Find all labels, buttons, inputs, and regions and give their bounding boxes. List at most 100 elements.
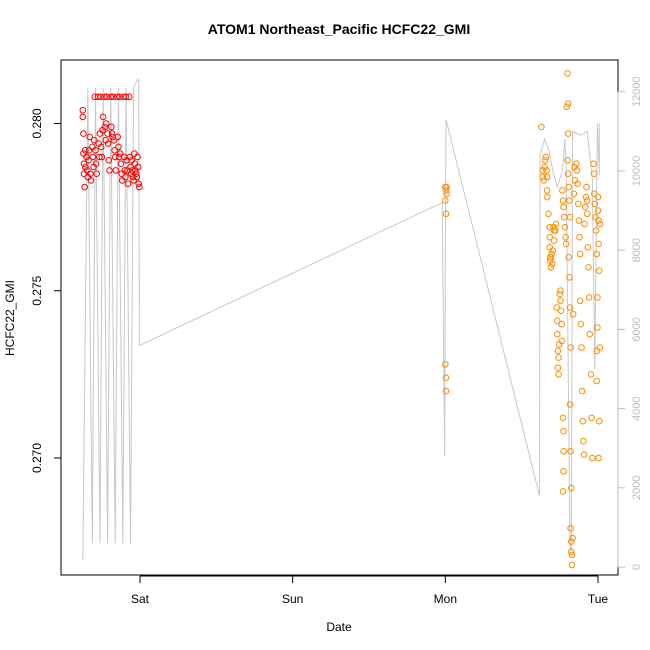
data-point [564,100,572,107]
data-point [585,264,592,271]
data-point [579,417,587,425]
data-point [136,183,143,191]
altitude-line [82,79,600,560]
data-point [105,157,113,164]
data-point [560,448,567,455]
data-point [558,337,566,345]
data-point [543,173,551,181]
data-point [560,468,567,475]
data-point [87,170,94,177]
data-point [573,160,580,167]
data-point [101,93,108,101]
data-point [587,371,595,378]
data-point [552,220,560,228]
data-point [83,153,90,161]
y2-tick-label: 6000 [631,317,643,341]
y-tick-label: 0.270 [30,443,44,473]
data-point [555,354,562,361]
data-point [104,130,111,137]
data-point [559,414,567,422]
data-point [566,401,574,408]
data-point [542,153,550,161]
data-point [557,297,564,305]
data-point [96,153,103,161]
data-point [546,233,554,241]
data-point [595,240,602,248]
data-point [104,140,112,147]
data-point [115,143,122,151]
data-point [576,233,583,241]
data-point [566,304,574,311]
data-point [559,187,566,194]
data-point [86,133,93,141]
data-point [582,203,589,211]
data-point [89,153,97,161]
data-point [93,170,100,177]
data-point [580,437,587,445]
data-point [82,163,89,171]
data-point [568,484,575,492]
data-point [563,103,571,111]
data-point [80,160,88,167]
data-point [89,143,96,151]
data-point [548,250,555,258]
y-tick-label: 0.275 [30,275,44,305]
data-point [92,147,99,154]
data-point [110,93,117,101]
data-point [134,153,141,161]
data-point [576,250,584,258]
data-point [539,167,547,174]
data-point [554,317,561,325]
data-point [549,247,557,254]
series-group [79,70,604,569]
data-point [442,210,450,218]
data-point [566,213,574,221]
data-point [594,294,601,301]
data-point [127,170,135,177]
data-point [561,223,569,231]
data-point [554,347,562,355]
data-point [106,167,113,174]
data-point [554,364,562,372]
data-point [442,374,450,382]
data-point [443,190,450,198]
data-point [81,183,88,191]
data-point [575,217,583,224]
data-point [117,160,125,167]
data-point [126,153,134,161]
data-point [134,163,142,171]
data-point [552,227,559,234]
data-point [567,524,574,532]
data-point [99,113,107,121]
data-point [79,106,87,114]
data-point [594,324,601,331]
data-point [132,170,140,177]
y2-tick-label: 0 [631,564,643,570]
data-point [586,330,594,338]
data-point [545,210,552,218]
data-point [125,93,133,101]
data-point [121,167,128,174]
data-point [541,163,548,171]
data-point [103,120,110,127]
data-point [576,297,584,305]
plot-frame [60,59,619,576]
data-point [135,180,142,187]
y2-tick-label: 2000 [631,476,643,500]
chart-title: ATOM1 Northeast_Pacific HCFC22_GMI [208,21,470,37]
data-point [546,223,554,231]
data-point [580,451,588,458]
data-point [98,153,106,161]
data-point [583,197,591,204]
data-point [92,160,100,167]
data-point [111,147,118,154]
data-point [82,147,89,154]
data-point [540,177,548,184]
data-point [80,130,87,137]
y-tick-label: 0.280 [30,108,44,138]
data-point [559,197,567,204]
data-point [538,123,545,131]
data-point [550,237,558,244]
data-point [130,177,137,184]
data-point [575,200,582,208]
